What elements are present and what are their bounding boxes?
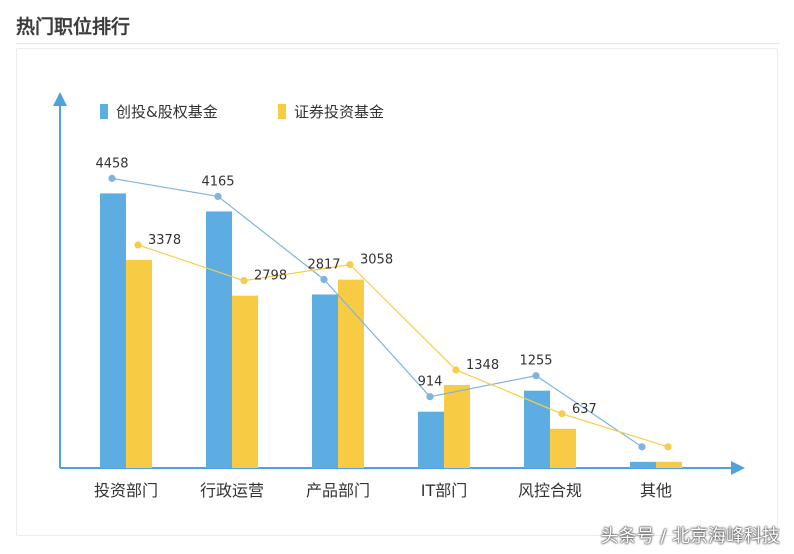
- x-tick-label-0: 投资部门: [94, 481, 158, 500]
- data-label-series2-3: 1348: [466, 358, 499, 373]
- data-label-series1-1: 4165: [201, 174, 234, 189]
- data-label-series1-4: 1255: [519, 354, 552, 369]
- legend-label-0: 创投&股权基金: [116, 103, 218, 121]
- trend-point-series2-0: [134, 241, 142, 249]
- trend-line-series2: [137, 244, 669, 448]
- x-axis-arrow-icon: [731, 461, 745, 475]
- bar-series1-0: [100, 193, 126, 468]
- legend-label-1: 证券投资基金: [294, 103, 384, 121]
- data-label-series2-4: 637: [572, 402, 597, 417]
- y-axis-arrow-icon: [53, 92, 67, 106]
- bar-series2-5: [656, 461, 682, 468]
- bar-series2-2: [338, 279, 364, 468]
- title-divider: [16, 43, 780, 44]
- watermark: 头条号 / 北京海峰科技: [600, 526, 780, 547]
- trend-point-series1-3: [426, 393, 434, 401]
- bar-series2-4: [550, 428, 576, 468]
- trend-point-series2-2: [346, 261, 354, 269]
- bar-series1-5: [630, 461, 656, 468]
- bar-series1-3: [418, 411, 444, 468]
- bar-series1-4: [524, 390, 550, 468]
- chart-trend-lines: [108, 174, 672, 451]
- trend-point-series1-1: [214, 192, 222, 201]
- x-tick-label-3: IT部门: [421, 481, 468, 500]
- trend-point-series2-3: [452, 366, 460, 374]
- page-title: 热门职位排行: [16, 16, 131, 38]
- data-label-series2-1: 2798: [254, 269, 287, 284]
- x-tick-label-5: 其他: [640, 481, 672, 500]
- trend-point-series1-5: [638, 443, 646, 451]
- trend-point-series2-1: [240, 277, 248, 285]
- chart-data-labels: 4458 4165 2817 914 1255 3378 2798 3058 1348 637: [95, 156, 596, 416]
- legend-swatch-0: [100, 104, 108, 119]
- trend-point-series2-4: [558, 410, 566, 418]
- trend-point-series1-0: [108, 174, 116, 182]
- x-tick-label-1: 行政运营: [200, 481, 264, 500]
- bar-series1-2: [312, 294, 338, 468]
- data-label-series2-2: 3058: [360, 253, 393, 268]
- chart-x-tick-labels: 投资部门 行政运营 产品部门 IT部门 风控合规 其他: [94, 481, 672, 500]
- chart-frame: [16, 48, 778, 536]
- chart-bars: [100, 193, 682, 468]
- data-label-series2-0: 3378: [148, 233, 181, 248]
- trend-point-series1-4: [532, 372, 540, 380]
- x-tick-label-4: 风控合规: [518, 481, 582, 500]
- data-label-series1-2: 2817: [307, 257, 340, 272]
- chart-axes: [53, 92, 745, 475]
- bar-series2-1: [232, 295, 258, 468]
- legend-swatch-1: [278, 104, 286, 119]
- trend-point-series1-2: [320, 275, 328, 284]
- data-label-series1-3: 914: [418, 375, 443, 390]
- bar-series2-0: [126, 259, 152, 468]
- chart-legend: 创投&股权基金 证券投资基金: [100, 103, 384, 121]
- trend-line-series1: [111, 177, 643, 448]
- x-tick-label-2: 产品部门: [306, 481, 370, 500]
- bar-series1-1: [206, 211, 232, 468]
- data-label-series1-0: 4458: [95, 156, 128, 171]
- bar-series2-3: [444, 384, 470, 468]
- trend-point-series2-5: [664, 443, 672, 451]
